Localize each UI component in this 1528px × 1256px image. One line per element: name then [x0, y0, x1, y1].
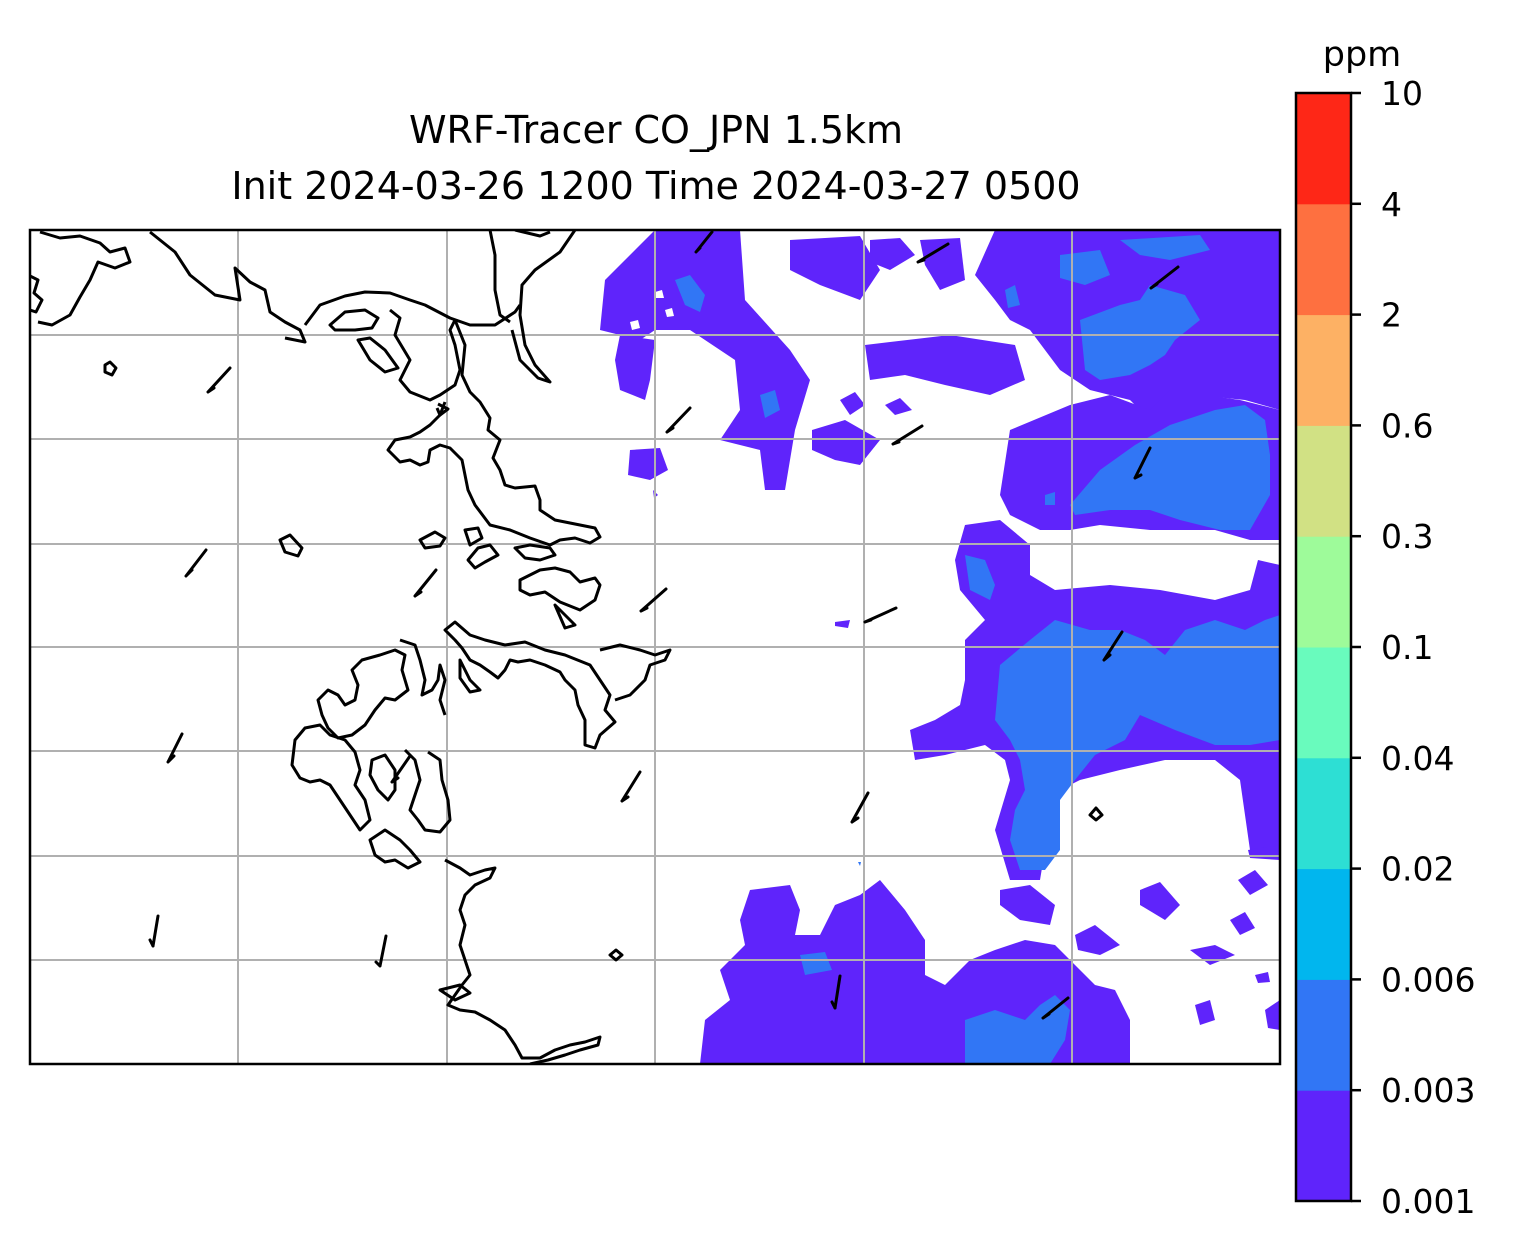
colorbar-tick-label: 4	[1381, 185, 1402, 224]
tracer-field-level-2	[675, 235, 1280, 1064]
wind-barb	[665, 406, 692, 434]
colorbar-tick-label: 0.001	[1381, 1182, 1475, 1221]
wind-barb	[413, 568, 438, 598]
colorbar-segment	[1296, 1090, 1351, 1202]
wind-barb	[1133, 446, 1152, 480]
colorbar-segment	[1296, 536, 1351, 648]
colorbar-segment	[1296, 979, 1351, 1091]
map-gridlines	[30, 230, 1280, 1064]
wind-barb	[1102, 630, 1124, 662]
wind-barb	[184, 548, 208, 578]
colorbar-unit-label: ppm	[1323, 35, 1402, 75]
colorbar-tick-label: 0.04	[1381, 739, 1454, 778]
colorbar-segment	[1296, 314, 1351, 426]
wind-barb	[166, 732, 184, 764]
wind-barb	[374, 934, 388, 968]
tracer-field-gaps	[630, 290, 1046, 405]
colorbar-tick-label: 0.02	[1381, 850, 1454, 889]
colorbar-tick-label: 10	[1381, 74, 1423, 113]
wind-barb	[891, 424, 924, 446]
wind-barb	[1041, 996, 1070, 1020]
wind-barb	[694, 230, 714, 254]
wind-barb	[830, 974, 842, 1010]
wind-barbs	[148, 230, 1180, 1020]
wind-barb	[148, 914, 160, 948]
colorbar-tick-label: 2	[1381, 296, 1402, 335]
coastlines	[30, 230, 1104, 1064]
colorbar-segment	[1296, 203, 1351, 316]
colorbar-tick-label: 0.3	[1381, 517, 1433, 556]
wind-barb	[620, 770, 642, 803]
colorbar-tick-label: 0.6	[1381, 406, 1433, 445]
map-area	[30, 230, 1280, 1064]
chart-title-line-1: WRF-Tracer CO_JPN 1.5km	[408, 108, 904, 152]
wind-barb	[863, 606, 898, 624]
chart-title-line-2: Init 2024-03-26 1200 Time 2024-03-27 050…	[231, 164, 1081, 208]
colorbar-segment	[1296, 93, 1351, 205]
colorbar-tick-label: 0.1	[1381, 628, 1433, 667]
wind-barb	[639, 587, 668, 613]
colorbar-segment	[1296, 647, 1351, 759]
map-frame	[28, 228, 1282, 1066]
wind-barb	[916, 242, 950, 264]
wind-barb	[1149, 265, 1180, 290]
colorbar: 0.001 0.003 0.006 0.02 0.04 0.1 0.3 0.6 2 4 10	[1294, 74, 1475, 1221]
colorbar-tick-label: 0.003	[1381, 1071, 1475, 1110]
colorbar-tick-label: 0.006	[1381, 960, 1475, 999]
wind-barb	[390, 754, 412, 784]
wind-barb	[850, 791, 870, 824]
colorbar-segment	[1296, 757, 1351, 870]
wind-barb	[206, 366, 232, 394]
colorbar-segment	[1296, 425, 1351, 537]
colorbar-segment	[1296, 868, 1351, 980]
